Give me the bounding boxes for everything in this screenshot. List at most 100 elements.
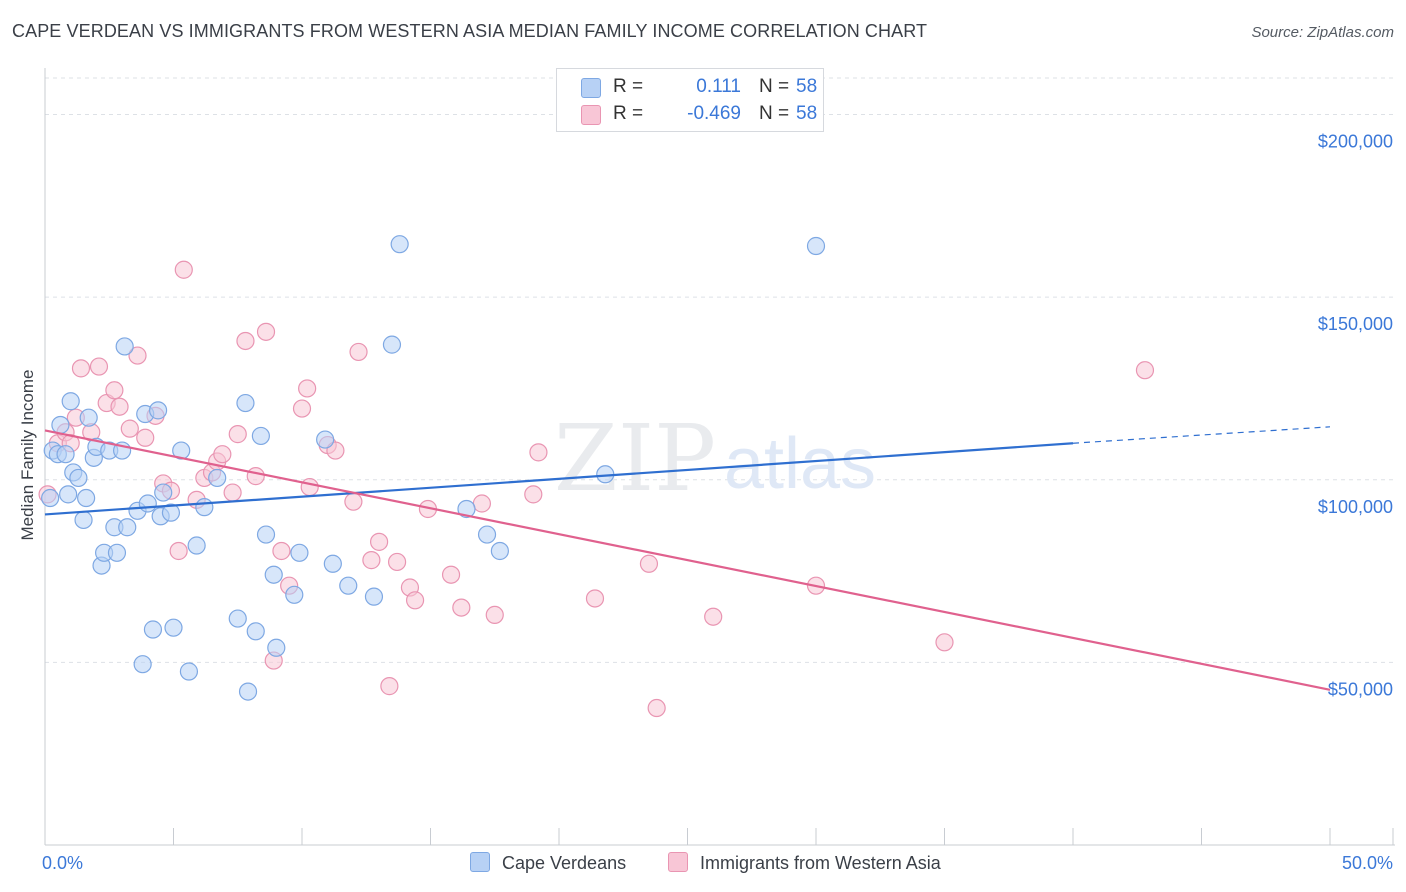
pink-point-37 [344,492,363,511]
pink-point-11 [120,419,139,438]
pink-point-17 [169,541,188,561]
axes [44,68,1395,846]
pink-point-23 [213,445,232,464]
blue-point-41 [251,426,270,446]
blue-point-51 [382,335,402,354]
blue-point-21 [118,518,137,537]
pink-swatch [581,105,601,125]
blue-point-33 [179,662,199,681]
pink-point-42 [387,552,407,572]
correlation-legend: R = 0.111 N = 58 R = -0.469 N = 58 [556,68,824,132]
x-tick-label-max: 50.0% [1342,853,1393,873]
y-tick-label-2: $150,000 [1318,314,1393,334]
blue-point-45 [285,585,304,604]
series-cape-verdeans [41,235,826,701]
blue-point-10 [77,488,96,508]
pink-point-33 [298,379,317,398]
n-label: N = [759,103,790,124]
pink-point-53 [639,554,659,573]
blue-point-11 [79,408,98,427]
blue-point-48 [323,554,342,573]
y-tick-label-0: $50,000 [1328,679,1393,699]
gridlines [45,77,1395,663]
pink-point-13 [136,428,155,447]
blue-point-27 [148,401,168,420]
pink-point-7 [89,357,109,376]
y-tick-label-3: $200,000 [1318,132,1393,152]
legend-item-cape-verdeans: Cape Verdeans [470,852,626,874]
blue-point-49 [339,576,358,595]
pink-point-48 [472,494,491,513]
watermark: ZIP atlas [554,405,876,512]
y-tick-label-1: $100,000 [1318,497,1393,517]
trend-lines [44,426,1331,691]
watermark-zip: ZIP [554,405,716,512]
blue-point-4 [56,445,75,464]
trend-line-western-asia [44,429,1331,691]
pink-point-57 [935,633,954,652]
pink-point-40 [370,532,389,551]
source-credit: Source: ZipAtlas.com [1251,24,1394,41]
pink-point-47 [452,598,471,617]
blue-point-26 [143,620,163,639]
pink-point-55 [704,607,723,626]
blue-swatch [581,78,601,98]
blue-point-55 [490,541,509,561]
blue-point-53 [457,499,476,519]
pink-point-51 [529,443,548,462]
pink-point-25 [228,425,247,444]
r-label: R = [613,76,644,97]
pink-point-44 [405,591,425,610]
blue-point-35 [195,498,214,517]
pink-point-18 [174,260,193,279]
n-label: N = [759,76,790,97]
blue-point-9 [74,510,93,530]
pink-point-39 [362,551,381,570]
chart-title: CAPE VERDEAN VS IMMIGRANTS FROM WESTERN … [12,21,928,41]
pink-swatch [668,852,688,872]
y-tick-labels: $50,000 $100,000 $150,000 $200,000 [1318,132,1393,700]
pink-point-12 [128,346,147,365]
blue-point-30 [161,503,181,522]
blue-point-20 [115,337,134,356]
pink-point-5 [71,359,91,378]
blue-point-54 [477,525,497,544]
r-value: 0.111 [696,76,741,97]
trend-line-cape-verdeans [44,442,1074,516]
blue-point-34 [187,536,206,555]
pink-point-54 [647,698,666,718]
blue-swatch [470,852,490,872]
pink-point-50 [524,485,543,504]
blue-point-42 [256,525,276,544]
blue-point-37 [228,609,247,628]
legend-item-western-asia: Immigrants from Western Asia [668,852,941,874]
blue-point-44 [267,638,286,657]
r-label: R = [613,103,644,124]
pink-point-28 [256,322,276,341]
x-tick-label-min: 0.0% [42,853,83,873]
trend-extension-cape-verdeans [1072,426,1331,444]
pink-point-30 [272,541,291,561]
blue-point-43 [264,565,283,584]
blue-point-46 [290,543,309,562]
blue-point-25 [138,494,157,513]
blue-point-6 [61,392,80,411]
blue-point-29 [154,483,173,502]
blue-point-3 [51,415,70,435]
n-value: 58 [796,76,818,97]
blue-point-47 [316,430,335,449]
blue-point-0 [41,488,60,508]
blue-point-39 [238,682,258,701]
blue-point-8 [69,468,88,488]
blue-point-57 [806,236,826,256]
pink-point-27 [246,467,265,486]
pink-point-41 [380,677,399,696]
pink-point-9 [105,381,124,400]
pink-point-49 [485,605,504,625]
pink-point-38 [349,342,368,362]
legend-label: Immigrants from Western Asia [700,853,941,873]
n-value: 58 [796,103,818,124]
blue-point-50 [364,587,384,606]
blue-point-38 [236,393,255,413]
